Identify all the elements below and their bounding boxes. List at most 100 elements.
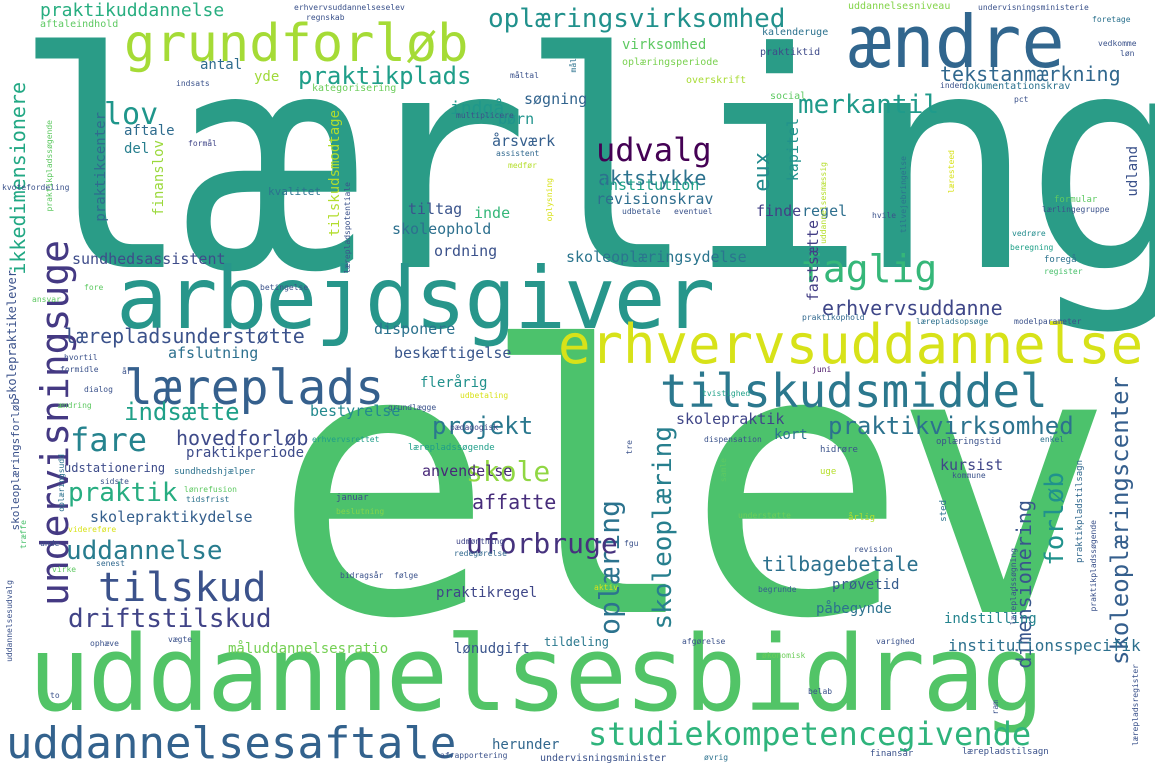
cloud-word-assistent: assistent xyxy=(496,149,540,158)
cloud-word-afrapportering: afrapportering xyxy=(440,751,508,760)
cloud-word-praktikpladssogende: praktikpladssøgende xyxy=(1089,520,1098,612)
cloud-word-born: børn xyxy=(498,110,535,128)
cloud-word-kort: kort xyxy=(774,427,808,443)
cloud-word-skoleoplaeringsforlob: skoleoplæringsforløb xyxy=(9,398,22,531)
cloud-word-sundhedsassistent: sundhedsassistent xyxy=(72,250,226,268)
cloud-word-ikkedimensionere: ikkedimensionere xyxy=(6,82,30,275)
cloud-word-bidragsar: bidragsår xyxy=(340,571,384,580)
cloud-word-erhvervsrettet: erhvervsrettet xyxy=(312,435,380,444)
cloud-word-folge: følge xyxy=(394,571,419,580)
cloud-word-disponere: disponere xyxy=(374,320,456,338)
cloud-word-ansvar: ansvar xyxy=(32,295,61,304)
cloud-word-ovrig: øvrig xyxy=(704,753,729,762)
cloud-word-medfor: medfør xyxy=(508,161,537,170)
cloud-word-erhvervsuddanne: erhvervsuddanne xyxy=(822,296,1003,320)
cloud-word-yde: yde xyxy=(254,69,280,85)
cloud-word-tilskudsmiddel: tilskudsmiddel xyxy=(660,364,1048,418)
cloud-word-okonomisk: økonomisk xyxy=(762,651,806,660)
cloud-word-praktikplads: praktikplads xyxy=(298,62,472,90)
cloud-word-overskrift: overskrift xyxy=(686,75,747,86)
cloud-word-tidsfrist: tidsfrist xyxy=(186,495,230,504)
cloud-word-pct: pct xyxy=(1014,95,1029,104)
cloud-word-to: to xyxy=(50,691,60,700)
cloud-word-praktiktid: praktiktid xyxy=(760,47,821,58)
cloud-word-udbetaling: udbetaling xyxy=(460,391,509,400)
cloud-word-laerepladsopsoge: lærepladsopsøge xyxy=(916,317,989,326)
cloud-word-arlig: årlig xyxy=(848,513,876,523)
cloud-word-hovedforlob: hovedforløb xyxy=(176,426,309,450)
cloud-word-unde: unde xyxy=(40,539,60,548)
cloud-word-grundlaegge: grundlægge xyxy=(388,403,437,412)
cloud-word-studiekompetencegivende: studiekompetencegivende xyxy=(588,715,1032,753)
cloud-word-praktikvirksomhed: praktikvirksomhed xyxy=(828,412,1074,440)
cloud-word-kapitel: kapitel xyxy=(784,118,802,182)
cloud-word-skole: skole xyxy=(466,455,551,488)
cloud-word-fgu: fgu xyxy=(624,539,639,548)
cloud-word-praktikregel: praktikregel xyxy=(436,585,538,601)
cloud-word-regnskab: regnskab xyxy=(306,13,345,22)
cloud-word-herunder: herunder xyxy=(492,737,560,753)
cloud-word-bestyrelse: bestyrelse xyxy=(310,402,401,420)
cloud-word-provetid: prøvetid xyxy=(832,577,900,593)
cloud-word-finanslov: finanslov xyxy=(151,140,167,216)
cloud-word-uddannelsesudvalg: uddannelsesudvalg xyxy=(5,580,14,662)
cloud-word-fore: fore xyxy=(84,283,104,292)
cloud-word-enkel: enkel xyxy=(1040,435,1065,444)
cloud-word-laerepladspotentiale: lærepladspotentiale xyxy=(343,182,352,274)
cloud-word-undervisningsministerie: undervisningsministerie xyxy=(978,3,1089,12)
cloud-word-udland: udland xyxy=(1125,146,1141,197)
cloud-word-skoleophold: skoleophold xyxy=(392,220,492,238)
cloud-word-uddannelsesaftale: uddannelsesaftale xyxy=(6,718,457,769)
cloud-word-inde: inde xyxy=(474,204,511,222)
cloud-word-uddannelsesniveau: uddannelsesniveau xyxy=(848,1,951,12)
cloud-word-varighed: varighed xyxy=(876,637,915,646)
cloud-word-skoleoplaeringscenter: skoleoplæringscenter xyxy=(1106,376,1134,665)
cloud-word-mal: mål xyxy=(569,58,578,73)
cloud-word-sogning: søgning xyxy=(524,90,588,108)
cloud-word-dialog: dialog xyxy=(84,385,113,394)
cloud-word-laerlingegruppe: lærlingegruppe xyxy=(1042,205,1110,214)
cloud-word-praktikophold: praktikophold xyxy=(802,313,865,322)
cloud-word-uge: uge xyxy=(820,467,837,477)
cloud-word-social: social xyxy=(770,91,807,102)
cloud-word-laerepladstilsagn: lærepladstilsagn xyxy=(962,747,1049,757)
cloud-word-undervisningsminister: undervisningsminister xyxy=(540,753,667,764)
cloud-word-skoleoplaering: skoleoplæring xyxy=(648,426,678,630)
cloud-word-laerepladsregister: lærepladsregister xyxy=(1131,664,1140,746)
cloud-word-virksomhed: virksomhed xyxy=(622,37,707,53)
cloud-word-senest: senest xyxy=(96,559,125,568)
cloud-word-viderefore: videreføre xyxy=(68,525,117,534)
cloud-word-praktikcenter: praktikcenter xyxy=(93,112,109,222)
cloud-word-forega: foregå xyxy=(1044,255,1077,265)
cloud-word-finde: finde xyxy=(756,202,802,220)
cloud-word-kursist: kursist xyxy=(940,456,1004,474)
cloud-word-beregning: beregning xyxy=(1010,243,1054,252)
cloud-word-dokumentationskrav: dokumentationskrav xyxy=(962,81,1071,92)
cloud-word-vedkomme: vedkomme xyxy=(1098,39,1137,48)
cloud-word-driftstilskud: driftstilskud xyxy=(68,604,272,634)
cloud-word-aendring: ændring xyxy=(58,401,92,410)
cloud-word-virke: virke xyxy=(52,565,77,574)
cloud-word-udstationering: udstationering xyxy=(64,461,166,475)
cloud-word-kvalitet: kvalitet xyxy=(268,185,321,198)
cloud-word-ram: ram xyxy=(991,700,1000,715)
cloud-word-laerested: læresteed xyxy=(947,150,956,194)
cloud-word-samle: samle xyxy=(719,458,728,483)
cloud-word-uddannelsesbidrag: uddannelsesbidrag xyxy=(28,613,1044,735)
cloud-word-tilskud: tilskud xyxy=(98,565,267,611)
cloud-word-grundforlob: grundforløb xyxy=(124,14,469,74)
cloud-word-elev: elev xyxy=(272,270,1115,700)
cloud-word-anvendelse: anvendelse xyxy=(422,462,513,480)
cloud-word-kvotefordeling: kvotefordeling xyxy=(2,183,70,192)
cloud-word-modelparameter: modelparameter xyxy=(1014,317,1082,326)
cloud-word-tilbagebetale: tilbagebetale xyxy=(762,552,919,576)
cloud-word-tvistighed: tvistighed xyxy=(702,389,751,398)
cloud-word-del: del xyxy=(124,141,150,157)
cloud-word-oplaeringsperiode: oplæringsperiode xyxy=(622,57,719,68)
cloud-word-fare: fare xyxy=(70,421,148,459)
cloud-word-lonudgift: lønudgift xyxy=(454,641,530,657)
cloud-word-tre: tre xyxy=(625,440,634,455)
cloud-word-betingelse: betingelse xyxy=(260,283,309,292)
cloud-word-merkantil: merkantil xyxy=(798,90,939,120)
cloud-word-skoleoplaeringsydelse: skoleoplæringsydelse xyxy=(566,248,747,266)
